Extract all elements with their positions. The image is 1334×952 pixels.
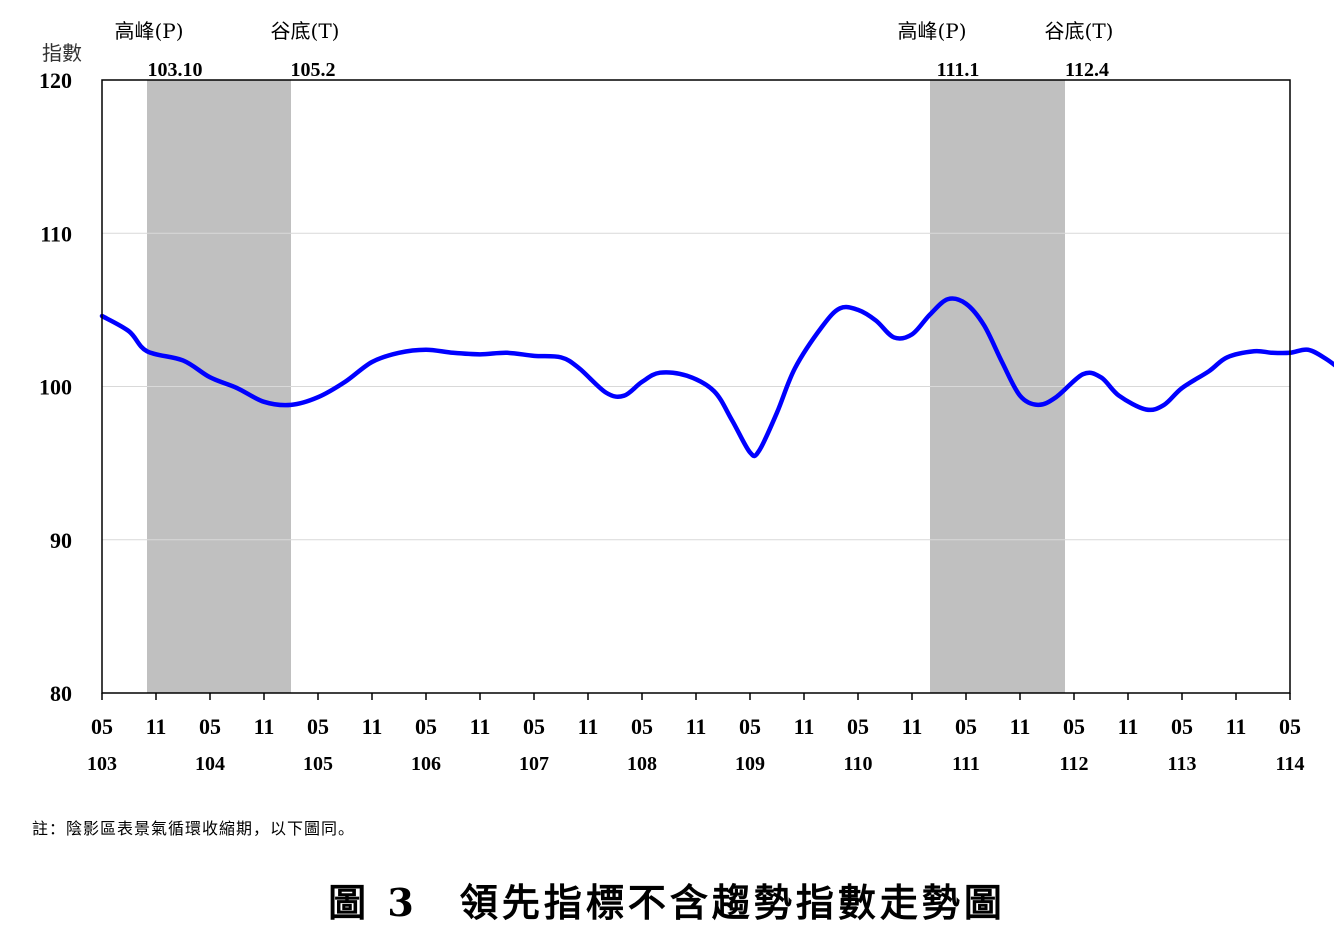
- series-line-1: [99, 296, 1334, 459]
- year-label: 103: [87, 753, 117, 775]
- x-tick-label: 11: [902, 714, 923, 739]
- peak-label: 高峰(P): [897, 19, 966, 43]
- y-tick-label: 90: [50, 528, 72, 553]
- year-label: 110: [844, 753, 873, 775]
- year-label: 109: [735, 753, 765, 775]
- plot-area: [99, 296, 1334, 459]
- x-tick-label: 11: [362, 714, 383, 739]
- x-tick-label: 05: [847, 714, 869, 739]
- y-axis-label: 指數: [42, 41, 82, 65]
- year-label: 106: [411, 753, 441, 775]
- x-tick-label: 11: [1118, 714, 1139, 739]
- footnote: 註：陰影區表景氣循環收縮期，以下圖同。: [32, 819, 356, 838]
- year-label: 112: [1060, 753, 1089, 775]
- year-label: 105: [303, 753, 333, 775]
- x-tick-label: 05: [523, 714, 545, 739]
- trough-date: 112.4: [1065, 59, 1109, 81]
- x-tick-label: 11: [1226, 714, 1247, 739]
- x-tick-label: 05: [955, 714, 977, 739]
- shade-labels: 高峰(P) 103.10 谷底(T) 105.2 高峰(P) 111.1 谷底(T) 112.…: [114, 19, 1113, 81]
- trough-date: 105.2: [291, 59, 336, 81]
- x-tick-label: 05: [631, 714, 653, 739]
- year-label: 108: [627, 753, 657, 775]
- x-tick-label: 05: [307, 714, 329, 739]
- x-tick-label: 05: [1171, 714, 1193, 739]
- peak-date: 111.1: [937, 59, 980, 81]
- x-tick-label: 05: [1063, 714, 1085, 739]
- x-tick-label: 11: [254, 714, 275, 739]
- x-tick-label: 11: [794, 714, 815, 739]
- trough-label: 谷底(T): [1045, 19, 1114, 43]
- year-label: 114: [1276, 753, 1305, 775]
- year-label: 111: [952, 753, 980, 775]
- peak-date: 103.10: [148, 59, 203, 81]
- year-label: 104: [195, 753, 225, 775]
- figure-caption: 圖 3 領先指標不含趨勢指數走勢圖: [328, 880, 1006, 925]
- x-tick-label: 05: [415, 714, 437, 739]
- x-tick-label: 11: [1010, 714, 1031, 739]
- y-tick-label: 80: [50, 681, 72, 706]
- peak-label: 高峰(P): [114, 19, 183, 43]
- y-tick-labels: 80 90 100 110 120: [39, 68, 72, 706]
- gridlines: [102, 232, 1290, 541]
- axes: [101, 79, 1291, 700]
- chart: 指數 80 90 100 110 120 05 11 05 11 05 11 05 11 05 11 05 1…: [39, 19, 1334, 775]
- trough-label: 谷底(T): [271, 19, 340, 43]
- y-tick-label: 120: [39, 68, 72, 93]
- x-tick-labels: 05 11 05 11 05 11 05 11 05 11 05 11 05 11 05 11 05 11 05 11…: [87, 714, 1334, 775]
- x-tick-label: 11: [578, 714, 599, 739]
- x-tick-label: 11: [470, 714, 491, 739]
- x-tick-label: 05: [1279, 714, 1301, 739]
- year-label: 107: [519, 753, 549, 775]
- y-tick-label: 110: [40, 221, 72, 246]
- x-tick-label: 05: [91, 714, 113, 739]
- year-label: 113: [1168, 753, 1197, 775]
- y-tick-label: 100: [39, 375, 72, 400]
- x-tick-label: 11: [686, 714, 707, 739]
- x-tick-label: 05: [739, 714, 761, 739]
- x-tick-label: 11: [146, 714, 167, 739]
- x-tick-label: 05: [199, 714, 221, 739]
